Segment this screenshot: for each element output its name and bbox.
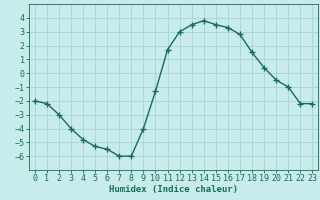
X-axis label: Humidex (Indice chaleur): Humidex (Indice chaleur) [109, 185, 238, 194]
